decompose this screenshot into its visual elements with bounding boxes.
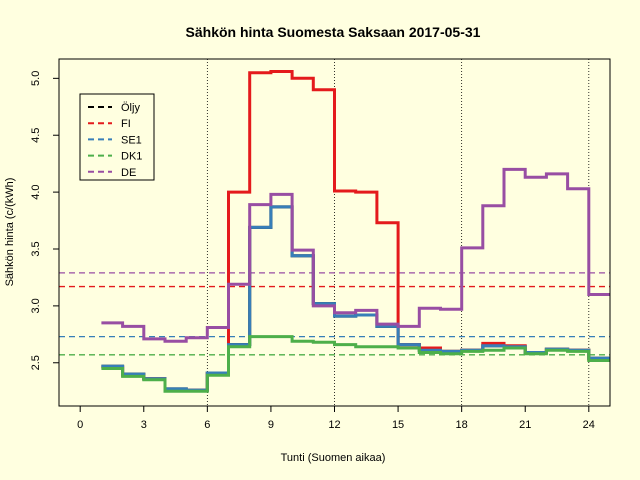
y-tick-label-5: 5.0	[30, 71, 42, 86]
x-tick-label-15: 15	[392, 419, 404, 431]
legend-box	[79, 93, 155, 181]
legend-label-de: DE	[121, 167, 136, 179]
series-lines	[101, 70, 610, 393]
legend-label-se1: SE1	[121, 134, 142, 146]
legend-label-dk1: DK1	[121, 151, 142, 163]
y-axis: 2.5 3.0 3.5 4.0 4.5 5.0	[30, 71, 60, 370]
y-tick-label-3: 4.0	[30, 184, 42, 199]
legend: Öljy FI SE1 DK1 DE	[79, 93, 155, 181]
series-line-se1	[101, 205, 610, 392]
x-tick-label-6: 6	[204, 419, 210, 431]
mean-lines	[59, 272, 610, 356]
legend-label-ljy: Öljy	[121, 102, 140, 114]
x-tick-label-18: 18	[456, 419, 468, 431]
x-axis: 0 3 6 9 12 15 18 21 24	[77, 405, 595, 431]
y-tick-label-1: 3.0	[30, 298, 42, 313]
y-axis-label: Sähkön hinta (c/(kWh)	[4, 178, 16, 287]
x-tick-label-24: 24	[583, 419, 595, 431]
series-line-ljy	[101, 205, 610, 392]
y-tick-label-4: 4.5	[30, 128, 42, 143]
legend-label-fi: FI	[121, 118, 131, 130]
x-axis-label: Tunti (Suomen aikaa)	[281, 452, 386, 464]
y-tick-label-2: 3.5	[30, 241, 42, 256]
x-tick-label-9: 9	[268, 419, 274, 431]
series-line-dk1	[101, 335, 610, 393]
series-line-de	[101, 167, 610, 343]
y-tick-label-0: 2.5	[30, 355, 42, 370]
x-tick-label-3: 3	[141, 419, 147, 431]
x-tick-label-21: 21	[519, 419, 531, 431]
x-tick-label-0: 0	[77, 419, 83, 431]
x-tick-label-12: 12	[328, 419, 340, 431]
chart-title: Sähkön hinta Suomesta Saksaan 2017-05-31	[186, 24, 481, 40]
